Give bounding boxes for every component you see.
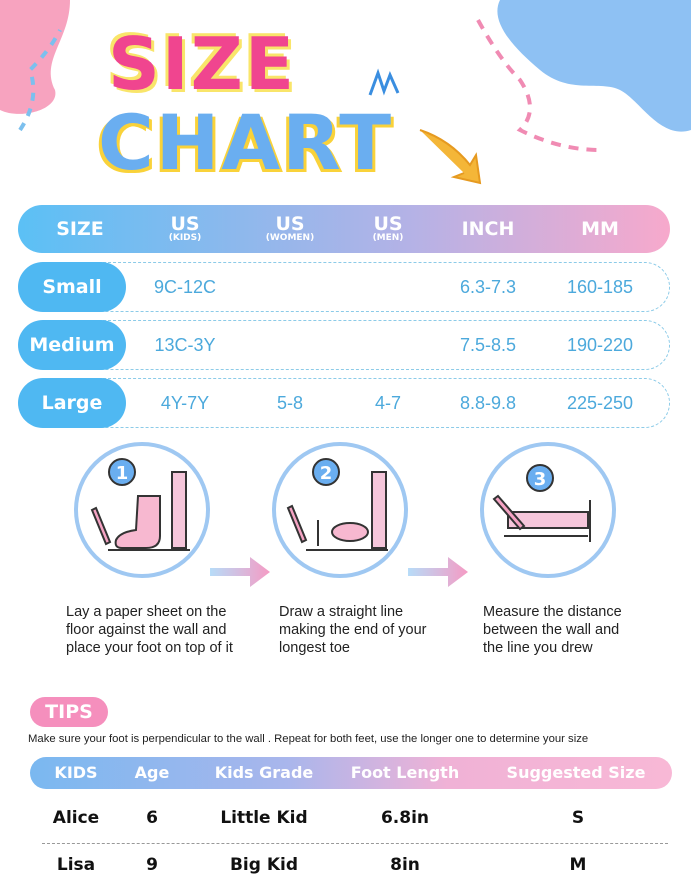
header-us-women: US (WOMEN) — [265, 213, 315, 243]
header-suggested-size: Suggested Size — [506, 763, 646, 782]
cell-age: 6 — [146, 808, 158, 828]
foot-against-wall-icon: 1 — [90, 458, 190, 551]
decorative-blobs — [0, 0, 691, 185]
cell-suggested-size: S — [571, 808, 585, 828]
size-label: Large — [18, 378, 126, 428]
cell-foot-length: 8in — [390, 855, 420, 875]
step-2-text: Draw a straight line making the end of y… — [279, 604, 427, 656]
cell-inch: 8.8-9.8 — [459, 393, 517, 413]
ruler-measure-icon: 3 — [492, 464, 591, 542]
title-chart: CHART — [94, 95, 394, 191]
row-border — [98, 262, 670, 312]
size-row: Large 4Y-7Y 5-8 4-7 8.8-9.8 225-250 — [18, 378, 670, 428]
cell-suggested-size: M — [569, 855, 587, 875]
row-border — [98, 378, 670, 428]
arrow-right-icon — [408, 557, 468, 587]
header-kids: KIDS — [54, 763, 98, 782]
cell-mm: 225-250 — [566, 393, 634, 413]
svg-text:3: 3 — [534, 469, 547, 490]
tips-badge: TIPS — [30, 697, 108, 727]
size-table-header: SIZE US (KIDS) US (WOMEN) US (MEN) INCH MM — [18, 205, 670, 253]
size-row: Small 9C-12C 6.3-7.3 160-185 — [18, 262, 670, 312]
step-1-illustration: 1 — [74, 442, 210, 578]
cell-inch: 7.5-8.5 — [459, 335, 517, 355]
header-inch: INCH — [461, 217, 515, 240]
cell-mm: 190-220 — [566, 335, 634, 355]
kids-table-header: KIDS Age Kids Grade Foot Length Suggeste… — [30, 757, 672, 789]
row-border — [98, 320, 670, 370]
header-mm: MM — [581, 217, 619, 240]
header-us-kids: US (KIDS) — [168, 213, 202, 243]
step-3-illustration: 3 — [480, 442, 616, 578]
cell-us-men: 4-7 — [374, 393, 401, 413]
step-1-text: Lay a paper sheet on the floor against t… — [66, 604, 233, 656]
footprint-line-icon: 2 — [286, 458, 388, 551]
cell-us-women — [240, 320, 340, 370]
size-row: Medium 13C-3Y 7.5-8.5 190-220 — [18, 320, 670, 370]
cell-us-kids: 9C-12C — [153, 277, 217, 297]
svg-text:1: 1 — [116, 463, 129, 484]
size-label: Medium — [18, 320, 126, 370]
arrow-right-icon — [210, 557, 270, 587]
cell-kid-name: Alice — [52, 808, 100, 828]
svg-text:2: 2 — [320, 463, 333, 484]
step-3-text: Measure the distance between the wall an… — [483, 604, 622, 656]
header-age: Age — [134, 763, 170, 782]
cell-us-men — [338, 320, 438, 370]
cell-age: 9 — [146, 855, 158, 875]
cell-us-kids: 4Y-7Y — [160, 393, 210, 413]
header-kids-grade: Kids Grade — [214, 763, 314, 782]
cell-inch: 6.3-7.3 — [459, 277, 517, 297]
cell-kid-name: Lisa — [56, 855, 96, 875]
size-label: Small — [18, 262, 126, 312]
title-size: SIZE — [104, 19, 297, 110]
cell-mm: 160-185 — [566, 277, 634, 297]
cell-foot-length: 6.8in — [380, 808, 430, 828]
cell-kids-grade: Big Kid — [229, 855, 299, 875]
header-size: SIZE — [56, 217, 104, 240]
cell-us-women — [240, 262, 340, 312]
row-divider — [42, 843, 668, 844]
cell-kids-grade: Little Kid — [220, 808, 308, 828]
cell-us-women: 5-8 — [276, 393, 303, 413]
header-us-men: US (MEN) — [372, 213, 404, 243]
header-foot-length: Foot Length — [350, 763, 460, 782]
cell-us-kids: 13C-3Y — [154, 335, 216, 355]
cell-us-men — [338, 262, 438, 312]
tips-text: Make sure your foot is perpendicular to … — [28, 733, 589, 745]
step-2-illustration: 2 — [272, 442, 408, 578]
